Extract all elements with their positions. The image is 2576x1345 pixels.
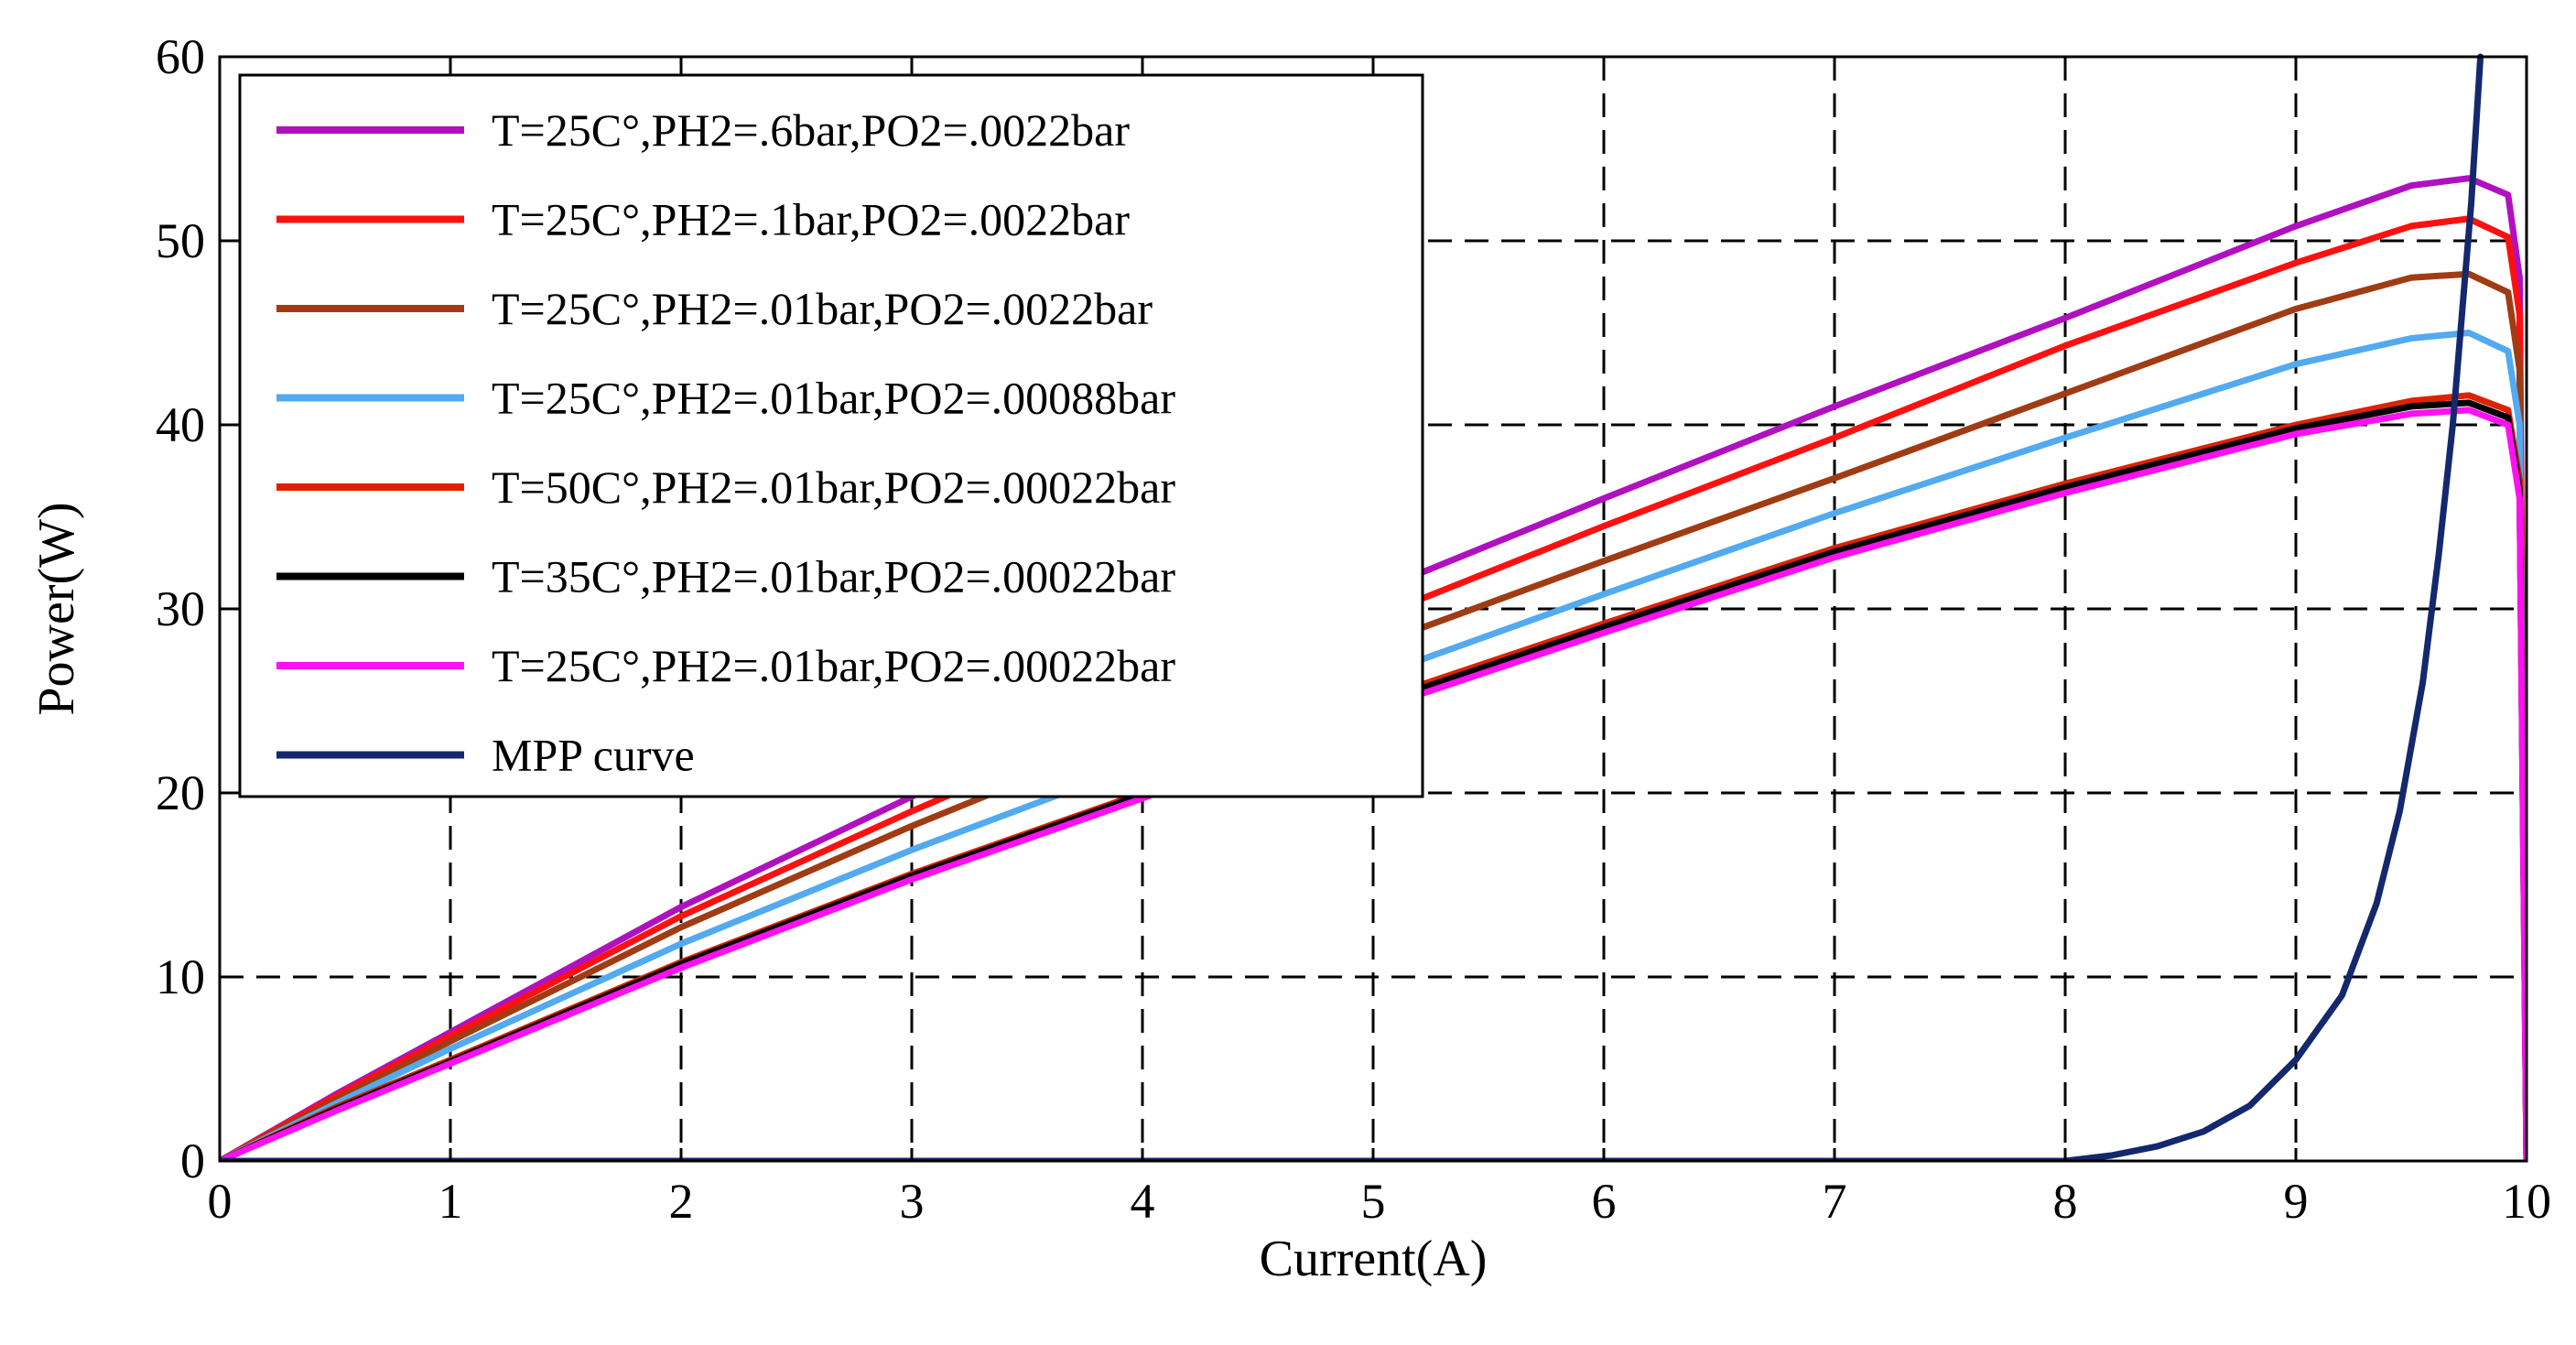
legend-label: T=35C°,PH2=.01bar,PO2=.00022bar — [492, 551, 1175, 602]
x-tick-label: 10 — [2502, 1174, 2551, 1229]
x-tick-label: 4 — [1131, 1174, 1155, 1229]
y-tick-label: 10 — [156, 949, 205, 1004]
x-tick-label: 9 — [2284, 1174, 2309, 1229]
y-tick-label: 30 — [156, 581, 205, 636]
legend-label: T=50C°,PH2=.01bar,PO2=.00022bar — [492, 461, 1175, 513]
series-group — [220, 53, 2527, 1161]
legend-label: T=25C°,PH2=.6bar,PO2=.0022bar — [492, 104, 1130, 156]
y-tick-label: 40 — [156, 397, 205, 452]
series-line-power-curve-3 — [220, 270, 2527, 1161]
tick-labels: 0 1 2 3 4 5 6 7 8 9 10 0 10 20 30 40 50 60 — [156, 29, 2551, 1229]
series-line-power-curve-2 — [220, 215, 2527, 1161]
y-tick-label: 60 — [156, 29, 205, 84]
x-axis-label: Current(A) — [1260, 1231, 1488, 1287]
legend-label: T=25C°,PH2=.1bar,PO2=.0022bar — [492, 194, 1130, 245]
x-tick-label: 5 — [1361, 1174, 1386, 1229]
x-tick-label: 6 — [1592, 1174, 1617, 1229]
series-line-power-curve-1 — [220, 175, 2527, 1161]
legend-box — [238, 73, 1424, 798]
y-axis-label: Power(W) — [28, 502, 85, 715]
legend-label: MPP curve — [492, 730, 695, 781]
x-tick-label: 2 — [669, 1174, 694, 1229]
x-tick-label: 7 — [1823, 1174, 1847, 1229]
x-tick-label: 1 — [438, 1174, 463, 1229]
y-tick-label: 0 — [180, 1133, 205, 1188]
legend: T=25C°,PH2=.6bar,PO2=.0022bar T=25C°,PH2=… — [238, 73, 1424, 798]
y-tick-label: 20 — [156, 765, 205, 820]
legend-label: T=25C°,PH2=.01bar,PO2=.00022bar — [492, 640, 1175, 691]
x-tick-label: 8 — [2053, 1174, 2078, 1229]
x-tick-label: 0 — [208, 1174, 233, 1229]
series-line-power-curve-4 — [220, 330, 2527, 1161]
tick-marks — [218, 55, 2528, 1163]
series-line-mpp-curve — [220, 53, 2484, 1161]
legend-label: T=25C°,PH2=.01bar,PO2=.0022bar — [492, 283, 1153, 334]
y-tick-label: 50 — [156, 213, 205, 268]
series-line-power-curve-7 — [220, 407, 2527, 1161]
legend-label: T=25C°,PH2=.01bar,PO2=.00088bar — [492, 373, 1175, 424]
x-tick-label: 3 — [900, 1174, 925, 1229]
